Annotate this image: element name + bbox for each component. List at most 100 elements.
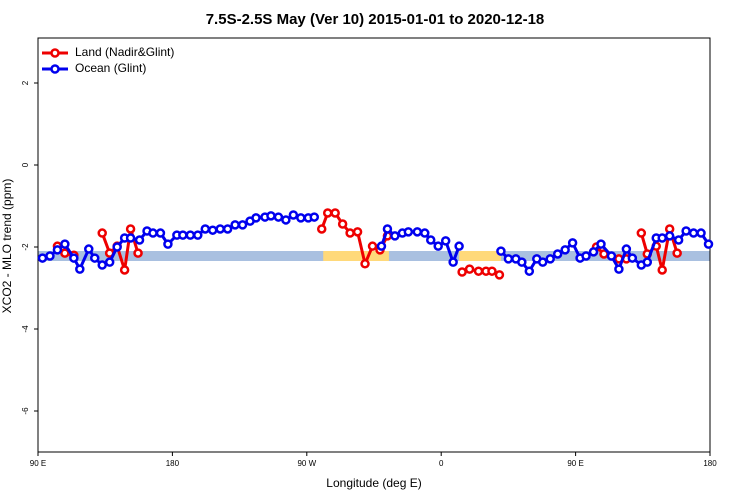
data-point — [382, 224, 393, 234]
data-point — [322, 208, 333, 218]
data-point — [296, 213, 306, 223]
x-axis-label: Longitude (deg E) — [326, 476, 421, 490]
data-point — [672, 248, 682, 258]
data-point — [222, 224, 233, 234]
data-point — [433, 241, 443, 251]
data-point — [657, 265, 667, 275]
data-point — [185, 230, 196, 240]
x-tick-label: 180 — [166, 459, 180, 468]
data-point — [614, 264, 624, 274]
data-point — [125, 233, 136, 243]
data-point — [588, 247, 599, 257]
data-point — [155, 228, 166, 238]
y-tick-label: -4 — [21, 325, 30, 333]
y-axis-label: XCO2 - MLO trend (ppm) — [0, 179, 14, 314]
data-point — [606, 251, 617, 261]
data-point — [207, 225, 218, 235]
data-point — [390, 231, 400, 241]
data-point — [487, 266, 497, 276]
data-point — [273, 212, 284, 222]
data-point — [457, 267, 467, 277]
data-point — [75, 264, 85, 274]
x-tick-label: 90 W — [297, 459, 316, 468]
data-point — [473, 266, 484, 276]
data-point — [494, 270, 505, 280]
data-point — [367, 241, 378, 251]
data-point — [281, 215, 291, 225]
data-point — [97, 228, 107, 238]
data-point — [337, 219, 348, 229]
data-point — [412, 227, 423, 237]
y-tick-label: 2 — [21, 80, 30, 85]
y-tick-label: -6 — [21, 407, 30, 415]
data-point — [89, 253, 100, 263]
data-point — [97, 260, 107, 270]
data-point — [454, 241, 464, 251]
data-point — [636, 228, 647, 238]
data-point — [696, 228, 706, 238]
data-point — [440, 236, 451, 246]
data-point — [420, 228, 430, 238]
x-tick-label: 180 — [703, 459, 717, 468]
data-point — [517, 257, 527, 267]
data-point — [193, 230, 203, 240]
data-point — [560, 245, 570, 255]
data-point — [316, 224, 327, 234]
data-point — [69, 253, 79, 263]
data-point — [251, 213, 261, 223]
data-point — [330, 208, 340, 218]
data-point — [230, 220, 240, 230]
data-point — [200, 224, 211, 234]
data-point — [425, 235, 436, 245]
data-point — [403, 227, 414, 237]
data-point — [703, 239, 714, 249]
data-point — [537, 257, 548, 267]
legend-label: Land (Nadir&Glint) — [75, 45, 174, 59]
data-point — [266, 211, 276, 221]
data-point — [681, 226, 691, 236]
data-point — [545, 254, 555, 264]
data-point — [664, 231, 675, 241]
data-point — [596, 239, 606, 249]
data-point — [581, 251, 591, 261]
data-point — [567, 238, 578, 248]
data-point — [673, 235, 684, 245]
data-point — [237, 220, 248, 230]
data-point — [464, 264, 475, 274]
legend-label: Ocean (Glint) — [75, 61, 146, 75]
data-point — [309, 212, 320, 222]
data-point — [215, 224, 225, 234]
y-tick-label: 0 — [21, 162, 30, 167]
data-point — [688, 228, 699, 238]
data-point — [112, 242, 122, 252]
data-point — [352, 227, 363, 237]
data-point — [119, 265, 130, 275]
data-point — [134, 235, 145, 245]
x-tick-label: 90 E — [567, 459, 583, 468]
data-point — [45, 251, 55, 261]
data-point — [345, 228, 355, 238]
chart-title: 7.5S-2.5S May (Ver 10) 2015-01-01 to 202… — [206, 11, 545, 28]
data-point — [163, 239, 173, 249]
data-point — [448, 257, 458, 267]
legend-marker — [50, 48, 60, 58]
data-point — [60, 239, 70, 249]
data-point — [642, 257, 653, 267]
data-point — [60, 248, 70, 258]
data-point — [148, 228, 158, 238]
data-point — [104, 257, 115, 267]
data-point — [178, 230, 188, 240]
data-point — [552, 249, 563, 259]
legend-marker — [50, 64, 60, 74]
data-point — [84, 244, 94, 254]
x-tick-label: 0 — [439, 459, 444, 468]
data-point — [288, 210, 299, 220]
data-point — [657, 233, 667, 243]
data-point — [125, 224, 136, 234]
data-point — [376, 241, 387, 251]
data-point — [52, 245, 63, 255]
data-point — [524, 266, 535, 276]
x-tick-label: 90 E — [30, 459, 46, 468]
data-point — [360, 259, 370, 269]
